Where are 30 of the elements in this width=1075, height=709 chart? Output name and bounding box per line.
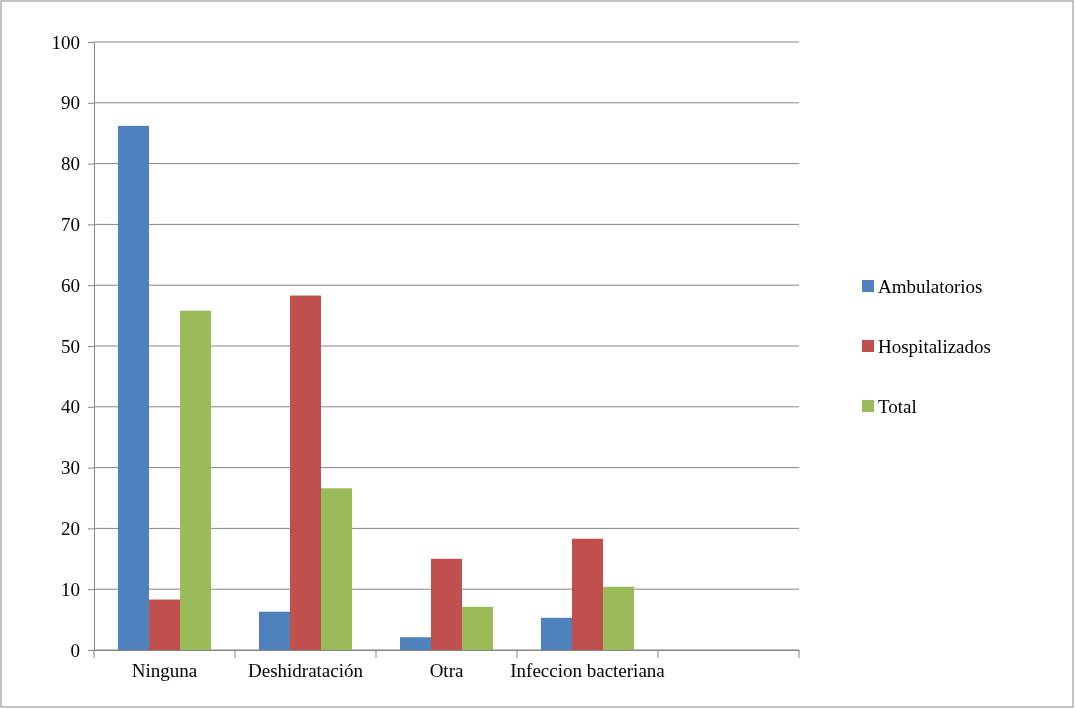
bar	[148, 599, 181, 650]
bar	[258, 611, 290, 650]
bar	[321, 488, 353, 650]
bar	[540, 617, 572, 650]
x-tick-label: Otra	[429, 660, 464, 682]
bar	[462, 606, 494, 650]
y-tick-label: 50	[61, 335, 80, 357]
bar	[399, 637, 431, 650]
y-tick-label: 90	[61, 92, 80, 114]
y-tick-label: 100	[51, 31, 80, 53]
bar	[289, 295, 322, 650]
bar	[180, 310, 212, 650]
bar	[603, 586, 635, 650]
y-tick-label: 40	[61, 396, 80, 418]
y-tick-label: 70	[61, 213, 80, 235]
y-tick-label: 20	[61, 517, 80, 539]
y-tick-label: 0	[70, 639, 80, 661]
x-tick-label: Ninguna	[131, 660, 198, 682]
y-tick-label: 60	[61, 274, 80, 296]
bar	[571, 538, 604, 650]
y-tick-label: 80	[61, 153, 80, 175]
bar	[430, 558, 463, 650]
legend-label: Hospitalizados	[878, 336, 991, 357]
y-tick-label: 30	[61, 457, 80, 479]
legend-label: Total	[878, 396, 917, 417]
x-tick-label: Infeccion bacteriana	[510, 660, 666, 682]
x-tick-label: Deshidratación	[247, 660, 364, 682]
bar	[117, 125, 149, 650]
legend-label: Ambulatorios	[878, 276, 983, 297]
y-tick-label: 10	[61, 578, 80, 600]
